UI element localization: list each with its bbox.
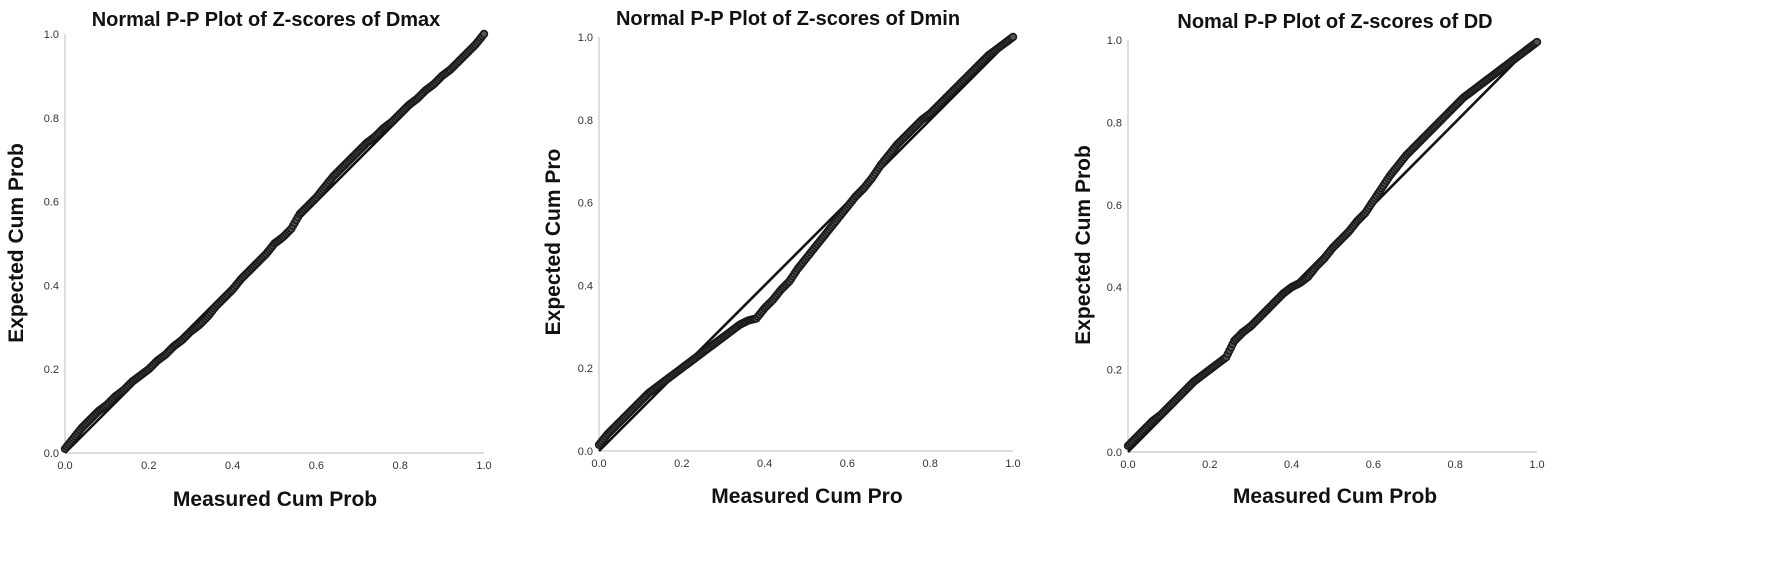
y-tick-label: 0.0 [1107, 447, 1122, 459]
y-tick-label: 1.0 [44, 29, 59, 41]
data-series [60, 29, 489, 454]
y-tick-label: 0.0 [44, 448, 59, 460]
y-axis-label: Expected Cum Pro [542, 149, 565, 336]
x-tick-label: 0.2 [1202, 459, 1217, 471]
y-tick-label: 0.4 [578, 280, 593, 292]
y-tick-label: 0.8 [1107, 117, 1122, 129]
data-point [479, 29, 489, 39]
y-tick-label: 0.8 [44, 113, 59, 125]
x-tick-label: 0.0 [57, 460, 72, 472]
y-axis-label: Expected Cum Prob [5, 143, 28, 343]
chart-title: Nomal P-P Plot of Z-scores of DD [1177, 11, 1492, 33]
chart-svg-dmax: Normal P-P Plot of Z-scores of Dmax Meas… [5, 9, 492, 511]
data-point [1008, 32, 1018, 42]
y-tick-label: 0.0 [578, 446, 593, 458]
chart-title: Normal P-P Plot of Z-scores of Dmax [92, 9, 441, 31]
x-axis-label: Measured Cum Pro [711, 485, 902, 508]
y-tick-label: 0.4 [1107, 282, 1122, 294]
chart-panel-dmin: Normal P-P Plot of Z-scores of Dmin Meas… [535, 0, 1090, 583]
data-point [1532, 37, 1542, 47]
x-tick-label: 1.0 [476, 460, 491, 472]
y-tick-label: 0.6 [44, 197, 59, 209]
x-tick-label: 0.8 [393, 460, 408, 472]
x-tick-label: 0.0 [1120, 459, 1135, 471]
y-tick-label: 1.0 [1107, 35, 1122, 47]
y-axis-label: Expected Cum Prob [1072, 145, 1095, 345]
x-tick-label: 0.4 [1284, 459, 1299, 471]
y-tick-label: 1.0 [578, 32, 593, 44]
chart-panel-dd: Nomal P-P Plot of Z-scores of DD Measure… [1070, 0, 1630, 583]
y-tick-label: 0.2 [1107, 365, 1122, 377]
y-tick-label: 0.6 [578, 198, 593, 210]
x-tick-label: 0.8 [1448, 459, 1463, 471]
y-tick-label: 0.2 [578, 363, 593, 375]
y-tick-label: 0.6 [1107, 200, 1122, 212]
x-tick-label: 0.4 [757, 458, 772, 470]
x-tick-label: 0.6 [309, 460, 324, 472]
chart-panel-dmax: Normal P-P Plot of Z-scores of Dmax Meas… [0, 0, 560, 583]
x-tick-label: 0.4 [225, 460, 240, 472]
chart-svg-dmin: Normal P-P Plot of Z-scores of Dmin Meas… [542, 8, 1021, 508]
y-tick-label: 0.8 [578, 115, 593, 127]
x-axis-label: Measured Cum Prob [173, 488, 377, 511]
x-axis-label: Measured Cum Prob [1233, 485, 1437, 508]
x-tick-label: 0.6 [1366, 459, 1381, 471]
x-tick-label: 0.6 [840, 458, 855, 470]
data-series [1123, 37, 1542, 451]
x-tick-label: 0.0 [591, 458, 606, 470]
x-tick-label: 1.0 [1529, 459, 1544, 471]
x-tick-label: 1.0 [1005, 458, 1020, 470]
x-tick-label: 0.2 [674, 458, 689, 470]
y-tick-label: 0.4 [44, 280, 59, 292]
x-tick-label: 0.2 [141, 460, 156, 472]
chart-title: Normal P-P Plot of Z-scores of Dmin [616, 8, 960, 30]
x-tick-label: 0.8 [923, 458, 938, 470]
chart-svg-dd: Nomal P-P Plot of Z-scores of DD Measure… [1072, 11, 1545, 508]
y-tick-label: 0.2 [44, 364, 59, 376]
data-series [594, 32, 1018, 449]
